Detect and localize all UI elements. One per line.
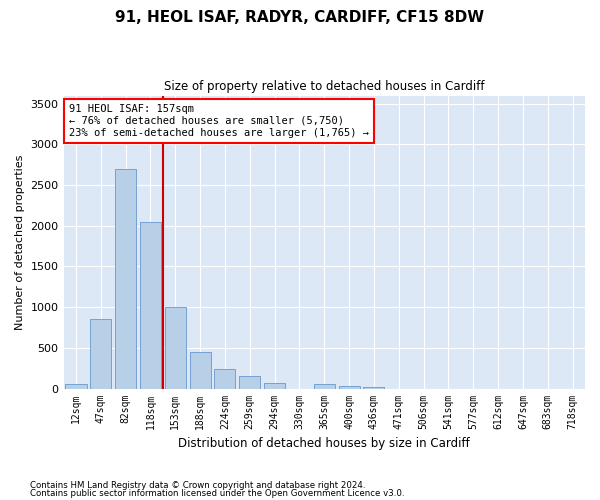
Text: 91 HEOL ISAF: 157sqm
← 76% of detached houses are smaller (5,750)
23% of semi-de: 91 HEOL ISAF: 157sqm ← 76% of detached h… <box>69 104 369 138</box>
Bar <box>364 387 385 388</box>
Bar <box>338 386 359 388</box>
Bar <box>140 222 161 388</box>
Bar <box>190 352 211 389</box>
Bar <box>314 384 335 388</box>
Text: Contains public sector information licensed under the Open Government Licence v3: Contains public sector information licen… <box>30 488 404 498</box>
Bar <box>165 307 186 388</box>
Bar <box>239 376 260 388</box>
Title: Size of property relative to detached houses in Cardiff: Size of property relative to detached ho… <box>164 80 485 93</box>
Bar <box>115 169 136 388</box>
Text: 91, HEOL ISAF, RADYR, CARDIFF, CF15 8DW: 91, HEOL ISAF, RADYR, CARDIFF, CF15 8DW <box>115 10 485 25</box>
Bar <box>214 368 235 388</box>
Bar <box>65 384 86 388</box>
Bar <box>90 320 112 388</box>
Bar <box>264 384 285 388</box>
Y-axis label: Number of detached properties: Number of detached properties <box>15 154 25 330</box>
Text: Contains HM Land Registry data © Crown copyright and database right 2024.: Contains HM Land Registry data © Crown c… <box>30 481 365 490</box>
X-axis label: Distribution of detached houses by size in Cardiff: Distribution of detached houses by size … <box>178 437 470 450</box>
